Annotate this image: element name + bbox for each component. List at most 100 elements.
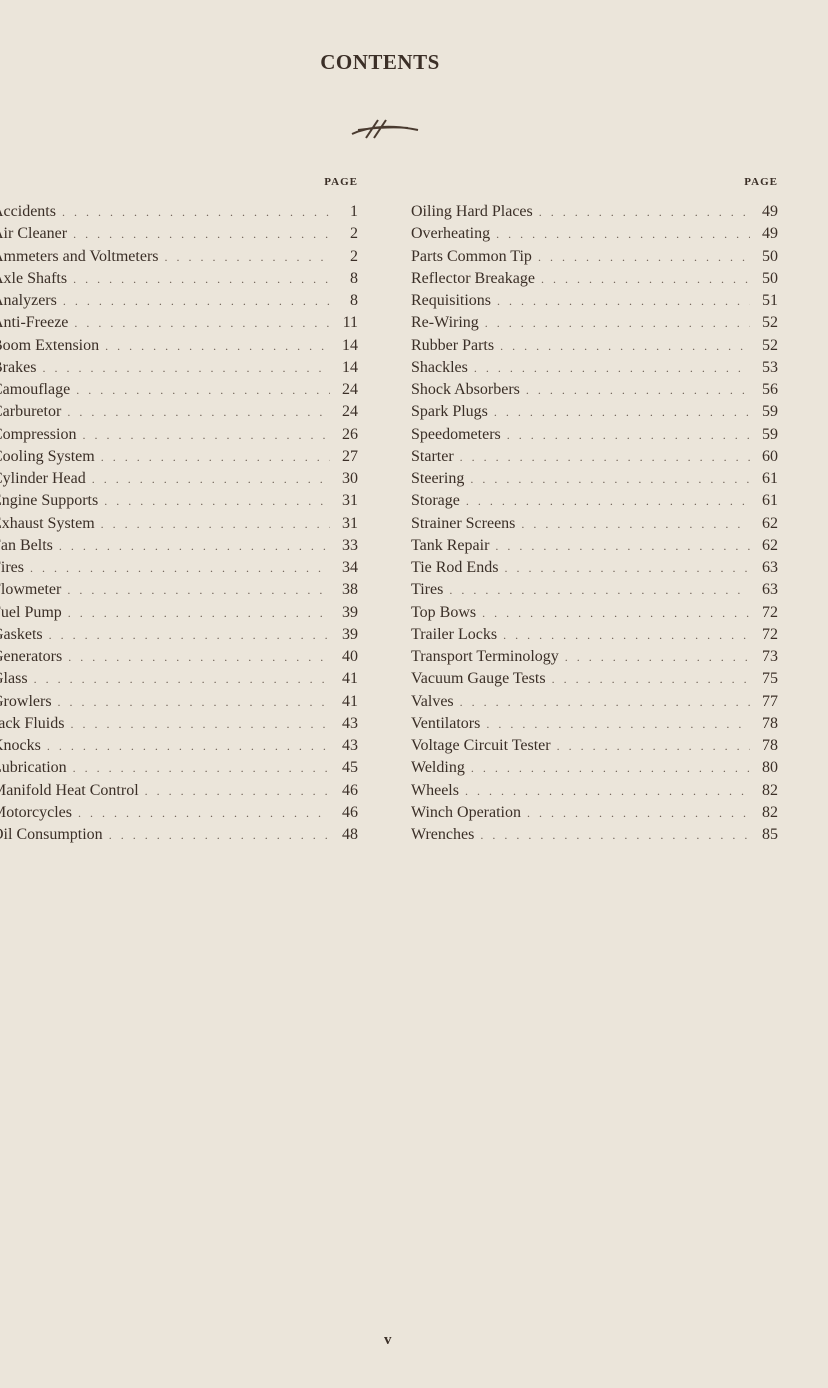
dot-leader (30, 557, 330, 579)
dot-leader (449, 579, 750, 601)
toc-entry: Knocks 43 (0, 735, 358, 757)
dot-leader (507, 424, 750, 446)
entry-page: 59 (762, 425, 778, 443)
toc-entry: Wrenches 85 (411, 824, 778, 846)
dot-leader (541, 268, 750, 290)
entry-label: Fan Belts (0, 536, 53, 554)
entry-label: Tank Repair (411, 536, 490, 554)
toc-entry: Ventilators 78 (411, 713, 778, 735)
dot-leader (104, 490, 330, 512)
dot-leader (49, 624, 330, 646)
entry-label: Engine Supports (0, 492, 99, 510)
entry-label: Motorcycles (0, 803, 72, 821)
dot-leader (42, 357, 330, 379)
entry-label: Winch Operation (411, 803, 521, 821)
dot-leader (58, 691, 330, 713)
entry-label: Lubrication (0, 759, 67, 777)
dot-leader (62, 201, 330, 223)
entry-page: 78 (762, 737, 778, 754)
entry-page: 78 (762, 714, 778, 732)
entry-label: Air Cleaner (0, 225, 68, 243)
toc-entry: Brakes 14 (0, 357, 358, 379)
dot-leader (503, 624, 750, 646)
entry-page: 77 (762, 692, 778, 710)
entry-page: 72 (762, 603, 778, 621)
dot-leader (47, 735, 330, 757)
toc-entry: Top Bows 72 (411, 602, 778, 624)
entry-label: Knocks (0, 737, 41, 754)
toc-entry: Boom Extension 14 (0, 335, 358, 357)
dot-leader (471, 757, 750, 779)
entry-page: 14 (342, 336, 358, 354)
entry-page: 82 (762, 803, 778, 821)
toc-entry: Shackles 53 (411, 357, 778, 379)
entry-page: 75 (762, 670, 778, 688)
dot-leader (101, 446, 330, 468)
toc-entry: Requisitions 51 (411, 290, 778, 312)
entry-label: Reflector Breakage (411, 269, 535, 287)
toc-entry: Reflector Breakage 50 (411, 268, 778, 290)
toc-entry: Speedometers 59 (411, 424, 778, 446)
entry-page: 49 (762, 225, 778, 243)
dot-leader (486, 713, 750, 735)
dot-leader (63, 290, 330, 312)
entry-label: Shackles (411, 358, 468, 376)
toc-entry: Glass 41 (0, 668, 358, 690)
entry-label: Boom Extension (0, 336, 100, 354)
entry-page: 40 (342, 648, 358, 665)
entry-label: Manifold Heat Control (0, 781, 139, 799)
entry-page: 61 (762, 492, 778, 510)
dot-leader (482, 602, 750, 624)
toc-entry: Valves 77 (411, 691, 778, 713)
entry-page: 30 (342, 470, 358, 487)
dot-leader (105, 335, 330, 357)
entry-page: 24 (342, 403, 358, 421)
entry-page: 39 (342, 603, 358, 621)
dot-leader (68, 602, 330, 624)
entry-label: Generators (0, 648, 63, 665)
dot-leader (504, 557, 750, 579)
dot-leader (460, 691, 750, 713)
entry-page: 31 (342, 514, 358, 532)
entry-label: Tie Rod Ends (411, 559, 499, 576)
entry-page: 38 (342, 581, 358, 599)
dot-leader (74, 312, 330, 334)
toc-entry: Axle Shafts 8 (0, 268, 358, 290)
dot-leader (76, 379, 330, 401)
dot-leader (70, 713, 330, 735)
entry-page: 2 (350, 225, 358, 243)
entry-label: Rubber Parts (411, 336, 495, 354)
dot-leader (73, 268, 330, 290)
dot-leader (470, 468, 750, 490)
toc-entry: Tank Repair 62 (411, 535, 778, 557)
dot-leader (474, 357, 750, 379)
entry-page: 53 (762, 358, 778, 376)
dot-leader (538, 246, 750, 268)
entry-label: Trailer Locks (411, 625, 498, 643)
entry-page: 43 (342, 737, 358, 754)
entry-label: Compression (0, 425, 77, 443)
entry-page: 62 (762, 536, 778, 554)
dot-leader (497, 290, 750, 312)
dot-leader (73, 223, 330, 245)
dot-leader (109, 824, 330, 846)
toc-entry: Lubrication 45 (0, 757, 358, 779)
toc-entry: Oiling Hard Places 49 (411, 201, 778, 223)
entry-label: Ventilators (411, 714, 481, 732)
toc-entry: Exhaust System 31 (0, 513, 358, 535)
toc-entry: Gaskets 39 (0, 624, 358, 646)
toc-entry: Manifold Heat Control 46 (0, 780, 358, 802)
dot-leader (465, 780, 750, 802)
toc-entry: Storage 61 (411, 490, 778, 512)
toc-entry: Strainer Screens 62 (411, 513, 778, 535)
dot-leader (526, 379, 750, 401)
entry-label: Spark Plugs (411, 403, 488, 421)
toc-entry: Fuel Pump 39 (0, 602, 358, 624)
dot-leader (460, 446, 750, 468)
toc-entry: Trailer Locks 72 (411, 624, 778, 646)
page-number: v (384, 1332, 392, 1348)
entry-label: Top Bows (411, 603, 477, 621)
entry-page: 39 (342, 625, 358, 643)
toc-entry: Air Cleaner 2 (0, 223, 358, 245)
dot-leader (165, 246, 331, 268)
